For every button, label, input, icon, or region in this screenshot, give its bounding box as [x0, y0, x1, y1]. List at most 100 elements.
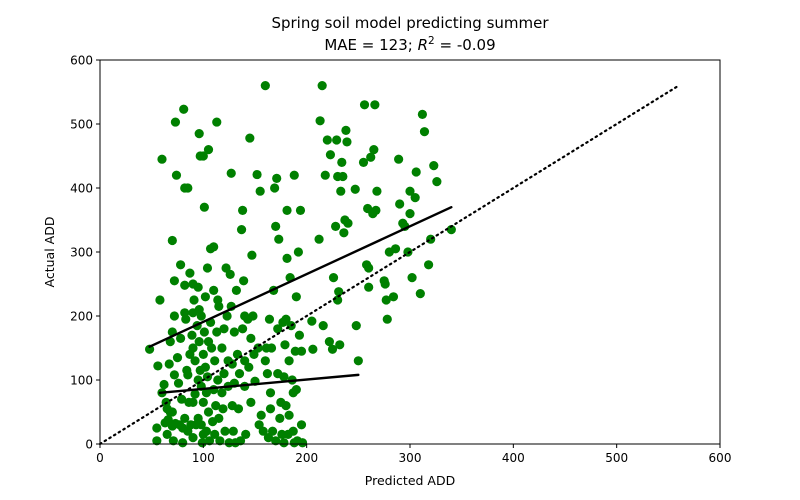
data-point: [369, 145, 379, 155]
x-tick-label: 400: [502, 451, 525, 465]
data-point: [190, 356, 200, 366]
data-point: [188, 343, 198, 353]
subtitle-r-symbol: R: [418, 36, 428, 54]
x-tick-label: 100: [192, 451, 215, 465]
data-point: [314, 234, 324, 244]
data-point: [176, 260, 186, 270]
y-tick-label: 400: [70, 182, 93, 196]
data-point: [209, 242, 219, 252]
data-point: [218, 404, 228, 414]
data-point: [284, 410, 294, 420]
data-point: [188, 397, 198, 407]
data-point: [225, 269, 235, 279]
data-point: [167, 235, 177, 246]
data-point: [169, 370, 179, 380]
data-point: [193, 282, 203, 292]
data-point: [279, 438, 289, 448]
data-point: [370, 100, 380, 110]
subtitle-superscript: 2: [428, 35, 435, 47]
data-point: [336, 186, 346, 196]
data-point: [256, 410, 266, 420]
data-point: [227, 359, 237, 369]
data-point: [169, 276, 179, 286]
data-point: [366, 152, 376, 162]
data-point: [307, 316, 317, 326]
data-point: [432, 177, 442, 187]
fit-line-1: [148, 205, 453, 348]
x-tick-label: 300: [399, 451, 422, 465]
data-point: [201, 388, 212, 398]
data-point: [215, 436, 225, 446]
data-point: [343, 218, 353, 228]
data-point: [169, 311, 179, 321]
data-point: [245, 133, 255, 143]
data-point: [353, 356, 363, 366]
data-point: [411, 167, 421, 177]
data-point: [395, 199, 405, 209]
data-point: [219, 324, 229, 334]
data-point: [247, 250, 257, 260]
data-point: [291, 385, 301, 395]
data-point: [228, 426, 238, 436]
data-point: [233, 404, 244, 414]
data-point: [183, 183, 193, 193]
data-point: [177, 394, 187, 404]
data-point: [219, 369, 229, 379]
data-point: [168, 436, 178, 446]
data-point: [222, 311, 232, 321]
data-point: [152, 436, 162, 446]
data-point: [318, 321, 328, 331]
data-point: [405, 186, 415, 196]
data-point: [371, 205, 381, 215]
data-point: [282, 253, 292, 263]
x-tick-label: 200: [295, 451, 318, 465]
data-point: [217, 343, 227, 353]
data-point: [317, 81, 327, 91]
data-point: [446, 225, 456, 235]
data-point: [198, 151, 208, 161]
data-point: [296, 346, 307, 356]
y-axis-label: Actual ADD: [42, 217, 57, 288]
data-point: [260, 81, 270, 91]
data-point: [325, 150, 336, 160]
data-point: [272, 173, 282, 183]
data-point: [258, 426, 268, 436]
data-point: [341, 125, 351, 135]
data-point: [350, 184, 360, 194]
data-point: [231, 285, 241, 295]
x-tick-label: 600: [709, 451, 732, 465]
data-point: [190, 389, 200, 399]
fit-line-2: [158, 373, 360, 394]
data-point: [246, 333, 256, 343]
data-point: [294, 330, 305, 340]
data-point: [238, 324, 248, 334]
data-point: [297, 438, 308, 448]
data-point: [194, 129, 204, 139]
data-point: [266, 343, 277, 353]
data-point: [236, 225, 247, 235]
data-point: [282, 205, 292, 215]
data-point: [214, 413, 224, 423]
data-point: [188, 433, 198, 443]
data-point: [170, 117, 181, 127]
data-point: [172, 353, 183, 363]
data-point: [295, 205, 306, 215]
data-point: [209, 285, 219, 295]
data-point: [194, 337, 204, 347]
data-point: [155, 295, 165, 305]
data-point: [320, 170, 330, 180]
data-point: [167, 407, 177, 417]
data-point: [293, 247, 303, 257]
data-point: [198, 397, 208, 407]
data-point: [262, 369, 272, 379]
data-point: [197, 438, 207, 448]
data-point: [332, 135, 342, 145]
data-point: [196, 311, 206, 321]
data-point: [273, 324, 283, 334]
data-point: [264, 314, 275, 324]
data-point: [337, 157, 347, 167]
data-point: [226, 168, 236, 178]
data-point: [152, 423, 162, 433]
points-layer: [145, 81, 456, 448]
data-point: [271, 436, 281, 446]
